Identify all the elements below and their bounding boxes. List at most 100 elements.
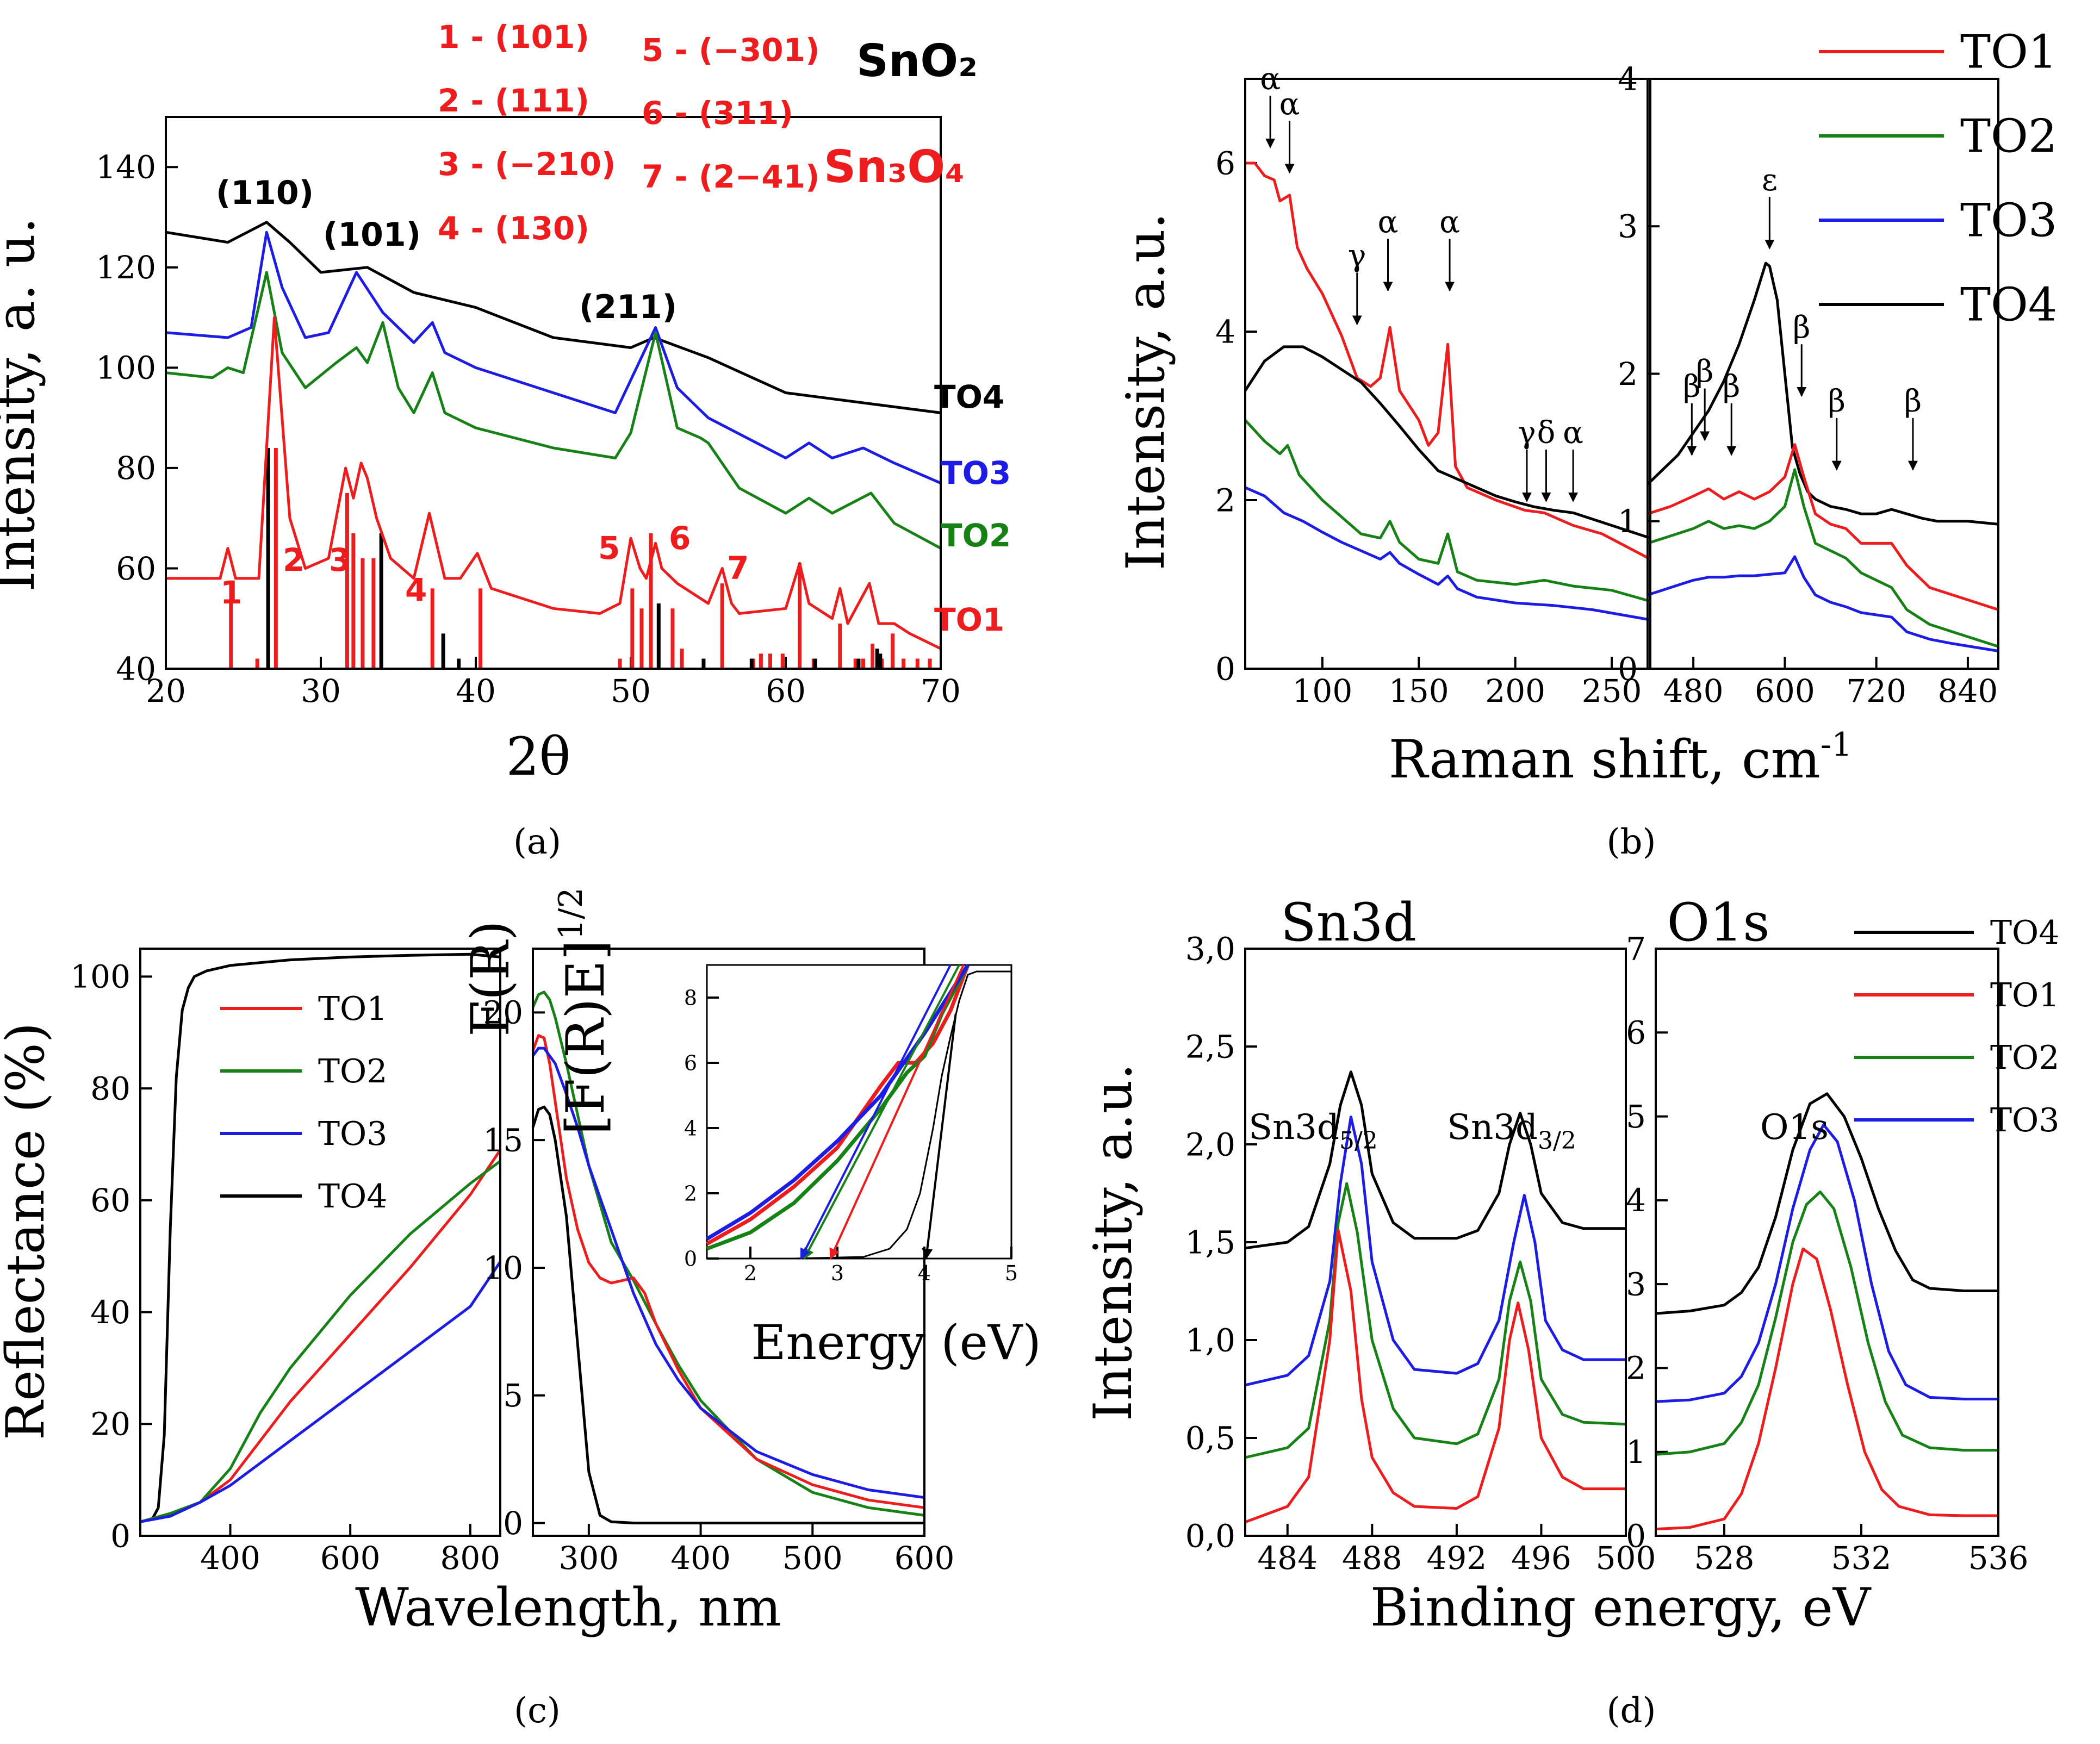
legend-reflection-5: 5 - (−301) xyxy=(642,32,820,68)
reflection-label-4: 4 xyxy=(405,571,427,608)
uvvis2-ytick-label: 15 xyxy=(483,1122,523,1158)
inset-tangent-line xyxy=(800,964,952,1260)
legend-reflection-4: 4 - (130) xyxy=(438,210,589,247)
phase-label-sno2: SnO₂ xyxy=(856,35,978,87)
inset-xtick-label: 4 xyxy=(918,1261,931,1285)
xps-curve-to2 xyxy=(1655,1190,1998,1456)
xps-legend-label-to2: TO2 xyxy=(1990,1039,2059,1077)
uvvis2-xtick-label: 500 xyxy=(782,1540,843,1577)
xps2-ytick-label: 6 xyxy=(1626,1014,1646,1051)
reflectance-plot: 400 600 800 0 20 40 60 80 100 xyxy=(70,952,502,1577)
xps-sn3d-frame xyxy=(1244,948,1627,1537)
xps-curve-to3 xyxy=(1245,1116,1626,1387)
reflection-labels: 1 2 3 4 5 6 7 xyxy=(220,520,749,611)
panel-label-b: (b) xyxy=(1607,822,1656,862)
xps2-xtick-label: 536 xyxy=(1968,1540,2029,1577)
curve-label-to4: TO4 xyxy=(934,378,1004,415)
raman-xlabel-base: Raman shift, cm xyxy=(1389,729,1821,790)
raman-mode-label: β xyxy=(1723,369,1740,404)
uvvis2-ytick-label: 10 xyxy=(483,1249,523,1286)
raman1-ytick-label: 2 xyxy=(1215,482,1235,519)
xps-curve-to3 xyxy=(1655,1123,1998,1403)
xrd-xtick-label: 50 xyxy=(611,672,651,709)
xps2-ytick-label: 1 xyxy=(1626,1434,1646,1471)
peak-label-o1s: O1s xyxy=(1760,1107,1829,1148)
xps-legend: TO4 TO1 TO2 TO3 xyxy=(1854,914,2059,1139)
raman-curve-to2 xyxy=(1244,419,1651,603)
xrd-curve-to4 xyxy=(165,221,941,414)
xps1-xtick-label: 492 xyxy=(1427,1540,1487,1577)
raman-curve-to1 xyxy=(1245,161,1651,560)
inset-ytick-label: 4 xyxy=(684,1116,697,1140)
uvvis1-ytick-label: 20 xyxy=(90,1406,131,1443)
uvvis1-xtick-label: 800 xyxy=(440,1540,500,1577)
raman-frame-low xyxy=(1244,78,1651,670)
xps1-xtick-label: 488 xyxy=(1342,1540,1402,1577)
xps2-xtick-label: 528 xyxy=(1694,1540,1755,1577)
uvvis-curve-to4 xyxy=(140,952,501,1523)
peak-label-211: (211) xyxy=(579,288,677,326)
xrd-peak-labels: (110) (101) (211) xyxy=(216,174,677,326)
panel-a: 20 30 40 50 60 70 40 60 80 100 120 140 Intensity, a… xyxy=(0,18,1011,862)
panel-d: 484 488 492 496 500 0,0 0,5 1,0 1,5 2,0 2,5 3,0 528… xyxy=(1083,892,2059,1731)
xps2-ytick-label: 7 xyxy=(1626,930,1646,967)
inset-ytick-label: 0 xyxy=(684,1247,697,1270)
xrd-curve-to1 xyxy=(166,316,942,650)
xrd-xtick-label: 60 xyxy=(766,672,806,709)
xps-legend-label-to3: TO3 xyxy=(1990,1101,2059,1139)
xrd-ytick-label: 80 xyxy=(116,450,156,487)
xps2-ytick-label: 4 xyxy=(1626,1182,1646,1219)
uvvis1-ytick-label: 60 xyxy=(90,1182,131,1219)
xps1-ytick-label: 3,0 xyxy=(1185,930,1235,967)
xrd-xlabel: 2θ xyxy=(506,726,571,787)
xrd-ytick-label: 100 xyxy=(96,350,156,387)
inset-tangent-line xyxy=(803,964,960,1260)
raman-mode-label: β xyxy=(1904,384,1922,419)
xps-o1s-frame xyxy=(1655,948,1999,1537)
raman-curve-to3 xyxy=(1647,555,1999,652)
raman-mode-label: ε xyxy=(1762,163,1778,198)
reflectance-ylabel: Reflectance (%) xyxy=(0,1023,56,1441)
raman-curve-to2 xyxy=(1647,468,1999,648)
raman-xlabel: Raman shift, cm-1 xyxy=(1389,726,1853,790)
raman1-xtick-label: 200 xyxy=(1485,672,1545,709)
raman-legend-label-to4: TO4 xyxy=(1960,278,2057,331)
xps-legend-label-to1: TO1 xyxy=(1990,976,2059,1014)
inset-xlabel: Energy (eV) xyxy=(751,1315,1041,1371)
o1s-title: O1s xyxy=(1667,892,1769,953)
xps2-ytick-label: 2 xyxy=(1626,1350,1646,1387)
xrd-ylabel: Intensity, a. u. xyxy=(0,217,46,592)
wavelength-xlabel: Wavelength, nm xyxy=(355,1577,781,1638)
raman-legend: TO1 TO2 TO3 TO4 xyxy=(1819,25,2057,331)
peak-label-101: (101) xyxy=(323,216,421,254)
inset-ylabel-base: [F(R)E] xyxy=(555,940,616,1135)
uvvis1-ytick-label: 100 xyxy=(70,958,131,995)
legend-reflection-2: 2 - (111) xyxy=(438,82,589,119)
inset-tangent-line xyxy=(829,964,965,1260)
reflection-legend: 1 - (101) 2 - (111) 3 - (−210) 4 - (130)… xyxy=(438,18,820,247)
uvvis2-xtick-label: 600 xyxy=(894,1540,955,1577)
xps2-ytick-label: 5 xyxy=(1626,1098,1646,1135)
xps-sn3d-plot: 484 488 492 496 500 0,0 0,5 1,0 1,5 2,0 2,5 3,0 xyxy=(1185,930,1656,1577)
reflection-label-3: 3 xyxy=(329,541,351,578)
raman-mode-label: β xyxy=(1696,354,1713,390)
reflection-label-1: 1 xyxy=(220,574,242,611)
inset-xtick-label: 2 xyxy=(744,1261,757,1285)
raman-xlabel-sup: -1 xyxy=(1821,726,1852,764)
xps1-ytick-label: 2,0 xyxy=(1185,1126,1235,1163)
reflectance-frame xyxy=(139,948,501,1537)
uvvis-curve-to1 xyxy=(531,1034,925,1509)
legend-reflection-1: 1 - (101) xyxy=(438,18,589,55)
raman2-xtick-label: 840 xyxy=(1938,672,1998,709)
raman1-ytick-label: 0 xyxy=(1215,650,1235,687)
xrd-xtick-label: 70 xyxy=(921,672,961,709)
panel-label-c: (c) xyxy=(514,1691,561,1731)
uvvis-curve-to3 xyxy=(140,1261,502,1523)
raman2-xtick-label: 720 xyxy=(1846,672,1906,709)
xps-ylabel: Intensity, a.u. xyxy=(1083,1063,1144,1421)
raman-mode-label: γ xyxy=(1518,415,1536,451)
curve-label-to1: TO1 xyxy=(934,601,1004,638)
phase-label-sn3o4: Sn₃O₄ xyxy=(824,141,965,193)
inset-ytick-label: 6 xyxy=(684,1051,697,1075)
